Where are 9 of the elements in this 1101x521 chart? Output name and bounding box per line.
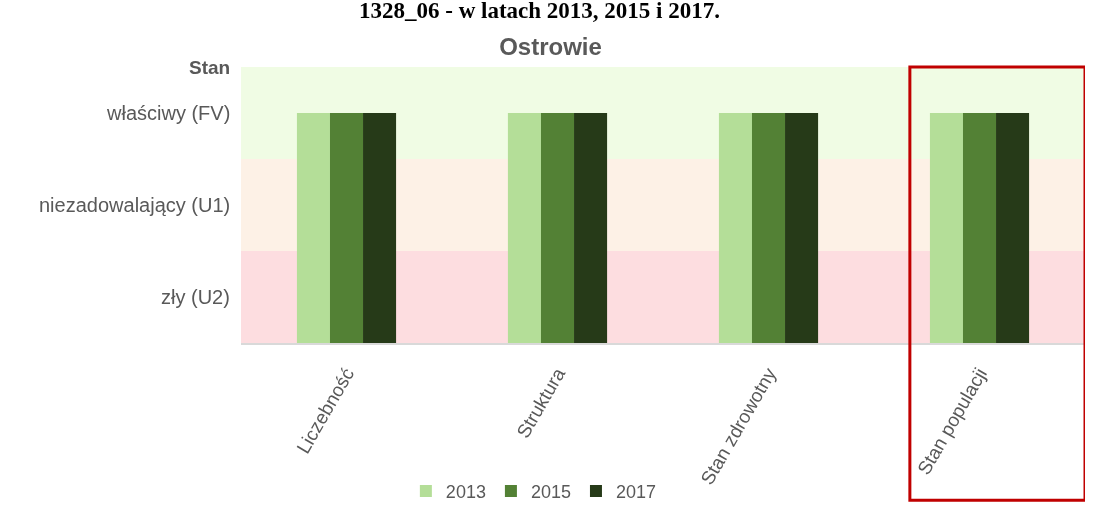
y-axis-title: Stan bbox=[189, 57, 231, 78]
chart-title: Ostrowie bbox=[499, 33, 602, 61]
band-label: właściwy (FV) bbox=[106, 102, 231, 124]
text: 1328_06 - w latach 2013, 2015 i 2017. bbox=[359, 0, 720, 23]
legend-label: 2017 bbox=[615, 481, 657, 502]
legend-label: 2013 bbox=[445, 481, 486, 502]
band-label: niezadowalający (U1) bbox=[39, 194, 231, 216]
band-label: zły (U2) bbox=[161, 286, 230, 308]
legend-label: 2015 bbox=[530, 481, 571, 502]
